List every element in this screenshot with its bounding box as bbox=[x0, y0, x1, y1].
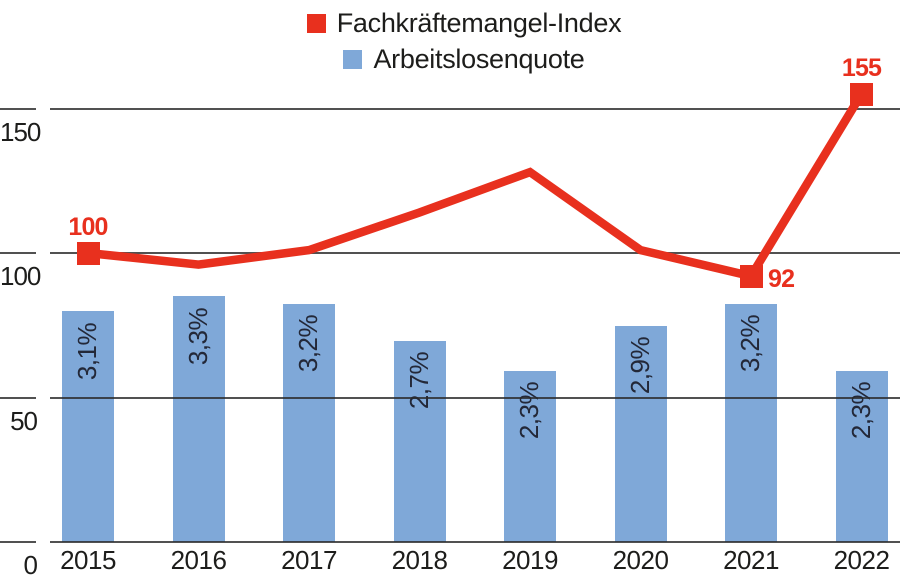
y-axis-tick-segment bbox=[0, 107, 36, 110]
legend-item-arbeitslosenquote: Arbeitslosenquote bbox=[343, 44, 585, 75]
bar-label-box: 2,3% bbox=[836, 381, 888, 441]
legend-blue-square-icon bbox=[343, 50, 363, 69]
bar-2016: 3,3% bbox=[172, 296, 225, 542]
bar-value-label: 3,3% bbox=[183, 307, 214, 365]
gridline-0 bbox=[50, 541, 900, 543]
bar-value-label: 2,3% bbox=[514, 382, 545, 440]
legend-label-fachkraeftemangel-index: Fachkräftemangel-Index bbox=[336, 8, 622, 38]
line-marker-2021 bbox=[739, 264, 763, 288]
x-axis-label-2020: 2020 bbox=[612, 545, 669, 575]
legend-label-arbeitslosenquote: Arbeitslosenquote bbox=[373, 44, 585, 74]
gridline-50 bbox=[50, 396, 900, 399]
bar-2017: 3,2% bbox=[283, 303, 335, 542]
bar-label-box: 3,1% bbox=[62, 321, 114, 381]
bar-value-label: 3,2% bbox=[293, 314, 324, 373]
x-axis-label-2016: 2016 bbox=[170, 545, 227, 575]
bar-value-label: 2,9% bbox=[625, 337, 656, 395]
bar-label-box: 3,2% bbox=[283, 314, 335, 374]
bar-label-box: 2,3% bbox=[504, 381, 556, 441]
gridline-100 bbox=[50, 252, 900, 254]
gridline-150 bbox=[50, 107, 900, 110]
y-axis-tick-segment bbox=[0, 541, 36, 543]
bar-value-label: 2,3% bbox=[846, 382, 877, 440]
y-axis-tick-segment bbox=[0, 252, 36, 254]
bar-label-box: 2,9% bbox=[615, 336, 667, 396]
bar-2020: 2,9% bbox=[614, 325, 667, 542]
bar-label-box: 2,7% bbox=[394, 351, 446, 411]
y-axis-tick-segment bbox=[0, 396, 36, 399]
bar-2022: 2,3% bbox=[835, 370, 888, 542]
y-axis-label-0: 0 bbox=[23, 550, 38, 580]
bar-2015: 3,1% bbox=[62, 311, 114, 542]
y-axis-label-100: 100 bbox=[0, 261, 41, 291]
bar-value-label: 2,7% bbox=[404, 352, 435, 410]
legend-item-fachkraeftemangel-index: Fachkräftemangel-Index bbox=[306, 8, 622, 39]
bar-label-box: 3,3% bbox=[173, 306, 225, 366]
line-marker-2022 bbox=[850, 82, 873, 106]
line-marker-2015 bbox=[76, 241, 100, 265]
x-axis-label-2021: 2021 bbox=[723, 545, 779, 575]
bar-value-label: 3,2% bbox=[735, 314, 766, 373]
x-axis-label-2015: 2015 bbox=[60, 545, 116, 575]
point-label-100: 100 bbox=[68, 213, 108, 241]
bar-2021: 3,2% bbox=[725, 303, 777, 542]
point-label-92: 92 bbox=[768, 265, 795, 294]
x-axis-label-2018: 2018 bbox=[391, 545, 448, 575]
y-axis-label-50: 50 bbox=[10, 405, 38, 436]
x-axis-label-2017: 2017 bbox=[281, 545, 337, 575]
chart-legend: Fachkräftemangel-Index Arbeitslosenquote bbox=[0, 8, 900, 75]
x-axis-label-2022: 2022 bbox=[833, 545, 890, 575]
bar-2019: 2,3% bbox=[504, 370, 556, 542]
y-axis-label-150: 150 bbox=[0, 116, 41, 147]
bar-value-label: 3,1% bbox=[72, 322, 103, 380]
trend-line bbox=[87, 91, 866, 281]
bar-2018: 2,7% bbox=[393, 340, 446, 542]
x-axis-label-2019: 2019 bbox=[502, 545, 558, 575]
bar-label-box: 3,2% bbox=[725, 314, 777, 374]
point-label-155: 155 bbox=[841, 54, 882, 83]
legend-red-square-icon bbox=[306, 14, 326, 33]
